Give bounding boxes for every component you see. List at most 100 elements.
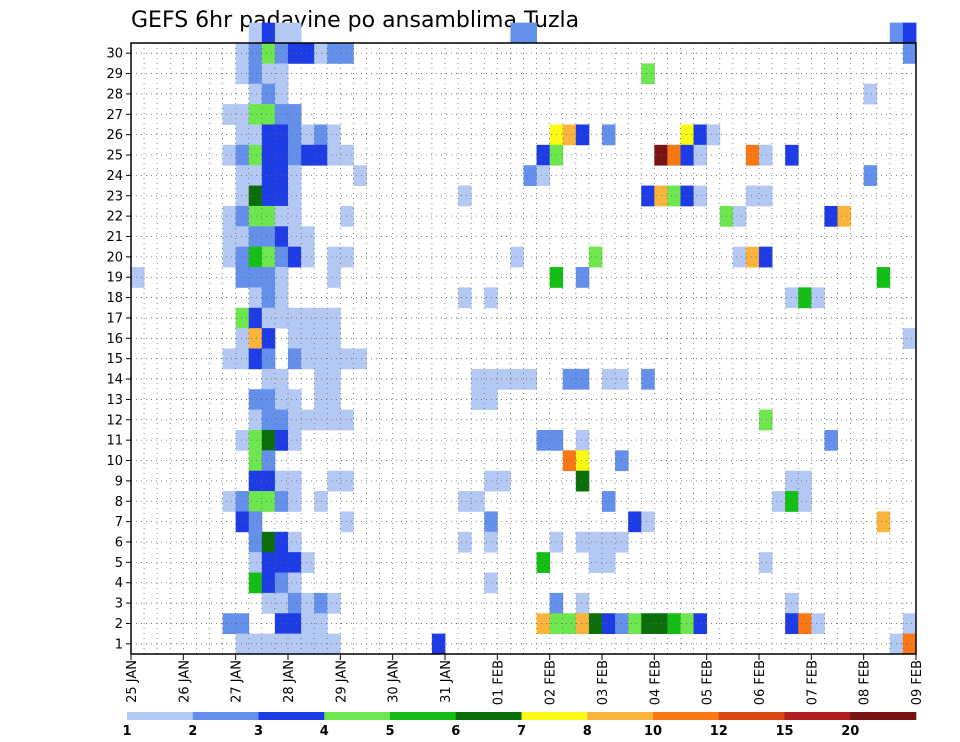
heatmap-cell [536,165,551,186]
heatmap-cell [288,491,302,512]
y-tick-label: 5 [115,556,123,571]
heatmap-cell [510,246,524,268]
heatmap-cell [222,348,237,370]
y-tick-label: 3 [115,597,123,612]
heatmap-cell [863,83,878,105]
heatmap-cell [248,83,263,105]
heatmap-cell [327,389,341,410]
heatmap-cell [288,226,302,248]
heatmap-cell [327,592,341,614]
y-tick-label: 29 [106,67,123,82]
heatmap-cell [902,22,917,44]
y-tick-label: 17 [106,311,123,326]
heatmap-cell [235,63,250,85]
heatmap-cell [248,531,263,553]
heatmap-cell [235,144,250,166]
colorbar-label: 6 [451,724,460,739]
heatmap-cell [235,429,250,451]
heatmap-cell [288,531,302,553]
heatmap-cell [745,246,760,268]
heatmap-cell [863,165,878,186]
heatmap-cell [248,63,263,85]
heatmap-cell [484,470,498,492]
heatmap-cell [484,389,498,410]
heatmap-cell [288,470,302,492]
colorbar-label: 8 [583,724,592,739]
heatmap-cell [288,104,302,125]
heatmap-cell [248,572,263,594]
heatmap-cell [471,491,485,512]
heatmap-cell [588,531,603,553]
heatmap-cell [235,328,250,349]
heatmap-cell [261,165,276,186]
heatmap-cell [327,246,341,268]
heatmap-cell [693,124,708,146]
y-tick-label: 28 [106,87,123,102]
heatmap-cell [693,613,708,635]
heatmap-cell [288,205,302,227]
colorbar-swatch [390,712,457,720]
colorbar-label: 1 [122,724,131,739]
heatmap-cell [261,389,276,410]
y-tick-label: 2 [115,617,123,632]
y-tick-label: 22 [106,210,123,225]
heatmap-cell [248,450,263,472]
y-tick-label: 30 [106,47,123,62]
plot-frame [130,42,917,655]
heatmap-cell [811,613,825,635]
heatmap-cell [248,287,263,309]
heatmap-cell [588,246,603,268]
heatmap-cell [732,246,747,268]
y-tick-label: 1 [115,637,123,652]
x-tick-label: 07 FEB [805,660,820,705]
heatmap-cell [759,144,773,166]
heatmap-cell [248,226,263,248]
heatmap-cell [588,552,603,573]
x-tick-label: 27 JAN [230,660,245,703]
colorbar-swatch [587,712,654,720]
heatmap-cell [471,389,485,410]
heatmap-cell [301,409,315,431]
heatmap-cell [261,267,276,288]
heatmap-cell [288,552,302,573]
heatmap-cell [248,104,263,125]
heatmap-cell [588,613,603,635]
heatmap-cell [562,613,577,635]
y-tick-label: 14 [106,373,123,388]
heatmap-cell [772,491,786,512]
heatmap-cell [248,307,263,329]
heatmap-cell [902,633,917,655]
heatmap-cell [340,511,354,533]
heatmap-cell [523,22,537,44]
y-tick-label: 6 [115,535,123,550]
heatmap-cell [327,409,341,431]
heatmap-cell [876,267,891,288]
heatmap-cell [235,348,250,370]
heatmap-cell [248,552,263,573]
heatmap-cell [602,531,616,553]
x-tick-label: 26 JAN [177,660,192,703]
heatmap-cell [902,613,917,635]
heatmap-cell [641,185,655,207]
x-tick-label: 28 JAN [282,660,297,703]
heatmap-cell [353,348,367,370]
y-tick-label: 23 [106,189,123,204]
colorbar-legend: 1 2 3 4 5 6 7 8 10 12 15 20 [122,712,917,739]
heatmap-cell [248,124,263,146]
heatmap-cell [248,511,263,533]
heatmap-cell [248,470,263,492]
colorbar-swatch [192,712,259,720]
heatmap-cell [327,348,341,370]
colorbar-label: 5 [385,724,394,739]
heatmap-cell [431,633,446,655]
heatmap-cell [248,22,263,44]
heatmap-cell [680,185,694,207]
colorbar-swatch [850,712,917,720]
heatmap-cell [759,552,773,573]
y-tick-label: 18 [106,291,123,306]
heatmap-cell [248,185,263,207]
heatmap-cell [248,348,263,370]
heatmap-cell [641,368,655,390]
heatmap-cell [261,552,276,573]
